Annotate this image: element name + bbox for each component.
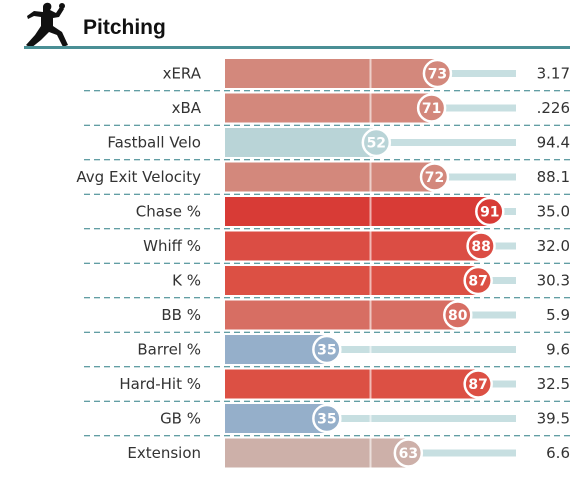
metric-label: xERA xyxy=(163,65,202,83)
metric-label: K % xyxy=(172,272,201,290)
track-line xyxy=(478,380,516,388)
stat-value: 94.4 xyxy=(537,134,570,152)
percentile-bar xyxy=(225,231,482,261)
metric-label: GB % xyxy=(160,410,201,428)
percentile-bubble xyxy=(312,334,342,365)
percentile-bubble xyxy=(361,127,392,158)
title-underline xyxy=(24,46,570,49)
section-header: Pitching xyxy=(0,0,585,52)
metric-label: Fastball Velo xyxy=(107,134,201,152)
percentile-bubble xyxy=(475,196,505,227)
percentile-label: 88 xyxy=(471,239,490,255)
percentile-bar xyxy=(225,300,458,330)
track-line xyxy=(326,346,516,353)
metric-label: Avg Exit Velocity xyxy=(76,168,201,186)
percentile-bubble xyxy=(443,300,473,330)
percentile-bubble xyxy=(463,369,493,399)
stat-value: .226 xyxy=(537,99,570,117)
stat-value: 32.0 xyxy=(537,237,570,255)
percentile-label: 87 xyxy=(468,377,487,393)
metric-label: Chase % xyxy=(136,203,201,221)
percentile-label: 91 xyxy=(480,205,499,221)
metric-label: Hard-Hit % xyxy=(119,375,201,393)
track-line xyxy=(326,415,516,422)
percentile-bar xyxy=(225,404,327,433)
stat-value: 5.9 xyxy=(546,306,570,324)
percentile-bar xyxy=(225,197,490,226)
stat-value: 6.6 xyxy=(546,444,570,462)
percentile-bar xyxy=(225,93,432,123)
percentile-label: 87 xyxy=(468,274,487,290)
percentile-bubble xyxy=(416,93,447,123)
stat-value: 88.1 xyxy=(537,168,570,186)
percentile-label: 71 xyxy=(422,101,441,117)
percentile-bar xyxy=(225,266,479,295)
track-line xyxy=(434,173,516,181)
metric-label: BB % xyxy=(161,306,201,324)
track-line xyxy=(481,242,516,250)
percentile-bubble xyxy=(393,438,424,468)
percentile-label: 80 xyxy=(448,308,468,324)
percentile-bubble xyxy=(419,162,450,192)
percentile-bar xyxy=(225,128,377,157)
stat-value: 3.17 xyxy=(537,65,570,83)
percentile-label: 35 xyxy=(317,343,336,359)
track-line xyxy=(408,449,516,457)
section-title: Pitching xyxy=(83,16,166,39)
metric-label: Extension xyxy=(127,444,201,462)
percentile-label: 72 xyxy=(425,170,444,186)
track-line xyxy=(457,311,516,319)
percentile-label: 73 xyxy=(428,67,447,83)
track-line xyxy=(437,70,516,77)
percentile-bubble xyxy=(463,265,493,296)
stat-value: 39.5 xyxy=(537,410,570,428)
percentile-bubble xyxy=(466,231,496,261)
track-line xyxy=(478,277,516,284)
percentile-bubble xyxy=(422,58,453,89)
track-line xyxy=(431,104,516,112)
metric-label: Whiff % xyxy=(143,237,201,255)
percentile-bar xyxy=(225,369,479,399)
percentile-label: 52 xyxy=(367,136,386,152)
pitcher-silhouette-icon xyxy=(26,2,68,48)
percentile-bar xyxy=(225,59,438,88)
stat-value: 9.6 xyxy=(546,341,570,359)
percentile-bar xyxy=(225,438,409,468)
percentile-bar xyxy=(225,335,327,364)
percentile-label: 63 xyxy=(399,446,418,462)
metric-label: xBA xyxy=(172,99,202,117)
metric-label: Barrel % xyxy=(137,341,201,359)
track-line xyxy=(376,139,516,146)
stat-value: 32.5 xyxy=(537,375,570,393)
stat-value: 30.3 xyxy=(537,272,570,290)
percentile-label: 35 xyxy=(317,412,336,428)
percentile-bar xyxy=(225,162,435,192)
stat-value: 35.0 xyxy=(537,203,570,221)
percentile-bubble xyxy=(312,403,342,434)
